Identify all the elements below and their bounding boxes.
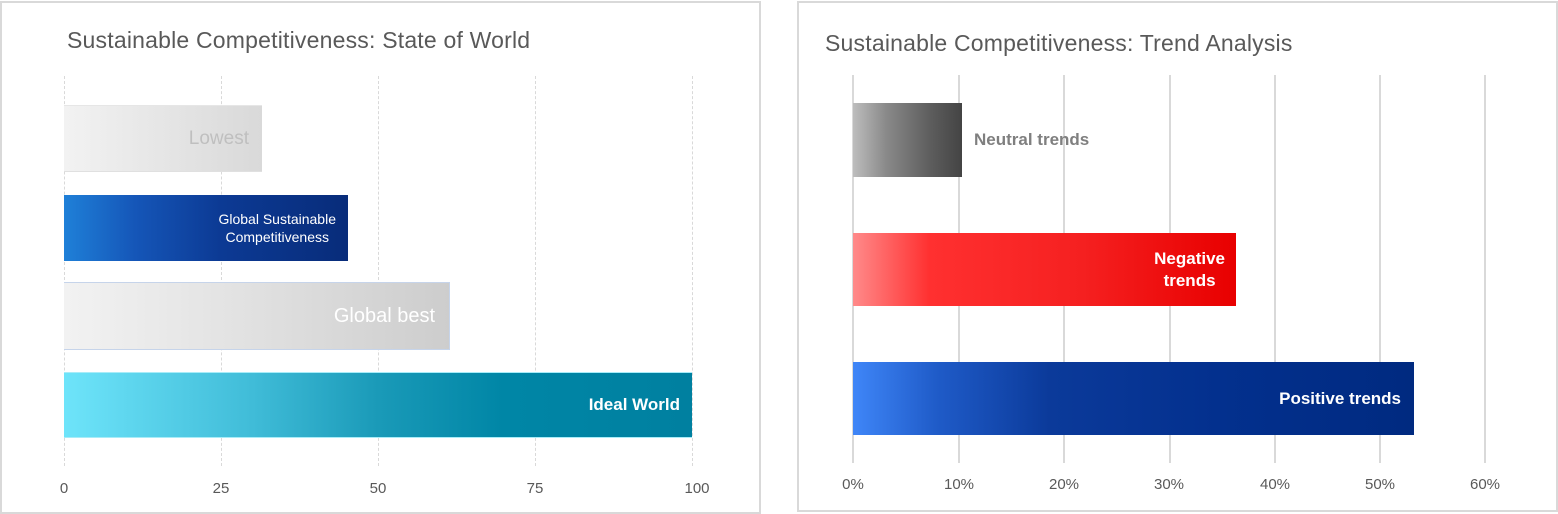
- x-tick-25: 25: [212, 480, 230, 497]
- gridline-0: [64, 76, 65, 466]
- bar-label-neutral-trends: Neutral trends: [974, 130, 1090, 149]
- bar-label-line2: trends: [1163, 270, 1216, 290]
- bar-label-global-sustainable-competitiveness: Global Sustainable Competitiveness: [218, 210, 348, 246]
- bar-label-negative-trends: Negative trends: [1154, 248, 1236, 292]
- bar-ideal-world: Ideal World: [64, 372, 692, 438]
- x-tick-0: 0: [59, 480, 69, 497]
- x-tick-50pct: 50%: [1364, 476, 1396, 493]
- chart-title-trend-analysis: Sustainable Competitiveness: Trend Analy…: [825, 30, 1293, 56]
- gridline-25: [221, 76, 222, 466]
- bar-lowest: Lowest: [64, 105, 262, 172]
- bar-label-line2: Competitiveness: [225, 229, 329, 245]
- bar-positive-trends: Positive trends: [853, 362, 1414, 435]
- x-tick-20pct: 20%: [1048, 476, 1080, 493]
- gridline-50pct: [1379, 75, 1381, 463]
- gridline-40pct: [1274, 75, 1276, 463]
- bar-label-ideal-world: Ideal World: [588, 395, 680, 414]
- chart-title-state-of-world: Sustainable Competitiveness: State of Wo…: [67, 27, 531, 53]
- x-tick-0pct: 0%: [842, 476, 864, 493]
- x-tick-75: 75: [526, 480, 544, 497]
- bar-negative-trends: Negative trends: [853, 233, 1236, 306]
- gridline-60pct: [1484, 75, 1486, 463]
- x-tick-50: 50: [369, 480, 387, 497]
- bar-label-line1: Negative: [1154, 248, 1225, 268]
- gridline-100: [692, 76, 693, 466]
- gridline-75: [535, 76, 536, 466]
- x-tick-10pct: 10%: [943, 476, 975, 493]
- x-tick-40pct: 40%: [1259, 476, 1291, 493]
- gridline-50: [378, 76, 379, 466]
- x-tick-30pct: 30%: [1153, 476, 1185, 493]
- bar-global-sustainable-competitiveness: Global Sustainable Competitiveness: [64, 195, 348, 261]
- bar-label-positive-trends: Positive trends: [1279, 388, 1401, 408]
- bar-global-best: Global best: [64, 282, 450, 350]
- x-tick-60pct: 60%: [1469, 476, 1501, 493]
- bar-label-lowest: Lowest: [188, 127, 249, 149]
- bar-neutral-trends: [853, 103, 962, 177]
- bar-label-line1: Global Sustainable: [218, 211, 336, 227]
- x-tick-100: 100: [684, 480, 710, 497]
- bar-label-global-best: Global best: [333, 304, 435, 327]
